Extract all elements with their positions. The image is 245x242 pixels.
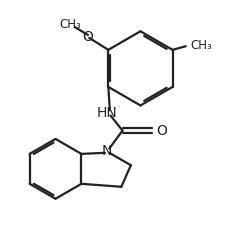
- Text: N: N: [102, 144, 112, 158]
- Text: O: O: [156, 124, 167, 137]
- Text: HN: HN: [97, 106, 117, 120]
- Text: O: O: [83, 30, 93, 44]
- Text: CH₃: CH₃: [191, 38, 212, 52]
- Text: CH₃: CH₃: [59, 18, 81, 31]
